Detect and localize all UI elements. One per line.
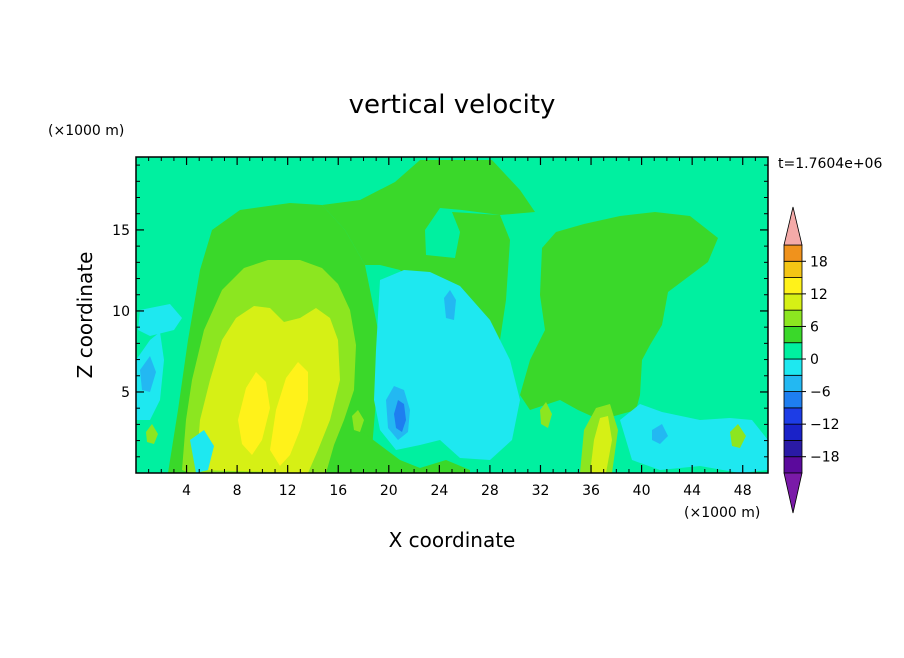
downdraft-layer-6d (652, 424, 668, 444)
updraft-spot-4 (540, 402, 552, 428)
updraft-core-2 (270, 362, 308, 466)
updraft-region-mid (322, 160, 535, 350)
y-axis-label: Z coordinate (73, 252, 97, 379)
colorbar-swatch (783, 309, 803, 327)
x-tick-label: 16 (329, 483, 347, 499)
x-tick-label: 8 (233, 483, 242, 499)
downdraft-layer-6b (140, 356, 156, 392)
colorbar-swatch (783, 358, 803, 376)
x-tick-label: 12 (279, 483, 297, 499)
colorbar-swatch (783, 456, 803, 474)
colorbar-swatch (783, 407, 803, 425)
x-tick-label: 20 (380, 483, 398, 499)
updraft-core (238, 372, 270, 455)
y-axis: 5 10 15 (112, 164, 768, 458)
y-unit-label: (×1000 m) (48, 123, 124, 139)
downdraft-region-left-2 (138, 304, 182, 336)
colorbar-swatch (783, 293, 803, 311)
x-tick-label: 36 (582, 483, 600, 499)
x-tick-label: 44 (683, 483, 701, 499)
colorbar-swatch (783, 277, 803, 295)
updraft-layer-6-right (590, 416, 612, 473)
colorbar-over-triangle (783, 206, 803, 246)
updraft-spot-1 (146, 424, 158, 444)
colorbar-tick-label: 18 (810, 254, 828, 270)
x-tick-label: 24 (430, 483, 448, 499)
colorbar-swatch (783, 391, 803, 409)
downdraft-region-low-left (190, 430, 214, 473)
y-tick-label: 15 (112, 223, 130, 239)
plot-area (136, 157, 768, 473)
downdraft-region-mid (374, 270, 520, 460)
updraft-region-low (330, 430, 470, 473)
chart-title: vertical velocity (349, 90, 556, 120)
colorbar-swatch (783, 423, 803, 441)
updraft-region-right (520, 212, 718, 420)
colorbar: 18 12 6 0 −6 −12 −18 (783, 206, 840, 514)
colorbar-swatch (783, 374, 803, 392)
colorbar-tick-label: 12 (810, 287, 828, 303)
x-tick-label: 32 (532, 483, 550, 499)
x-tick-label: 48 (734, 483, 752, 499)
x-tick-label: 28 (481, 483, 499, 499)
colorbar-tick-label: 0 (810, 352, 819, 368)
colorbar-tick-label: −6 (810, 385, 831, 401)
x-tick-label: 40 (633, 483, 651, 499)
y-tick-label: 10 (112, 304, 130, 320)
y-tick-label: 5 (121, 385, 130, 401)
colorbar-swatch (783, 440, 803, 458)
updraft-layer-6 (196, 306, 340, 473)
colorbar-tick-label: 6 (810, 319, 819, 335)
updraft-spot-3 (352, 410, 364, 432)
downdraft-layer-6c (444, 290, 456, 320)
colorbar-swatch (783, 244, 803, 262)
x-tick-label: 4 (182, 483, 191, 499)
colorbar-tick-label: −12 (810, 417, 840, 433)
downdraft-core (394, 400, 406, 432)
colorbar-swatch (783, 342, 803, 360)
colorbar-tick-label: −18 (810, 450, 840, 466)
colorbar-swatch (783, 326, 803, 344)
downdraft-region-right (620, 404, 768, 473)
x-axis-label: X coordinate (389, 528, 516, 552)
updraft-spot-2 (730, 424, 746, 448)
x-unit-label: (×1000 m) (684, 505, 760, 521)
time-label: t=1.7604e+06 (778, 156, 882, 172)
x-axis: 4 8 12 16 20 24 28 32 36 40 44 48 (148, 157, 756, 499)
colorbar-swatch (783, 260, 803, 278)
colorbar-under-triangle (783, 472, 803, 514)
